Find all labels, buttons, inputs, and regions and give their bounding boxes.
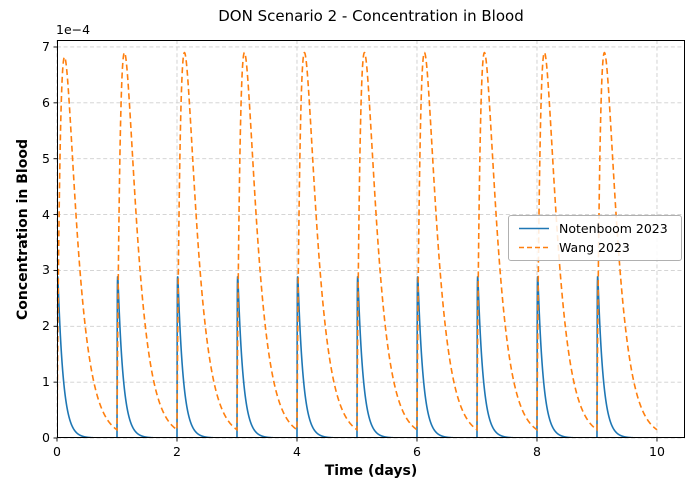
y-tick-label: 2 bbox=[42, 318, 50, 333]
legend-entry-notenboom: Notenboom 2023 bbox=[518, 221, 672, 236]
y-axis-label: Concentration in Blood bbox=[15, 139, 31, 320]
legend-line-sample-solid bbox=[519, 228, 549, 230]
x-tick-label: 10 bbox=[649, 444, 665, 459]
x-tick-label: 0 bbox=[53, 444, 61, 459]
y-tick-label: 5 bbox=[42, 151, 50, 166]
legend-label: Notenboom 2023 bbox=[559, 221, 668, 237]
legend: Notenboom 2023 Wang 2023 bbox=[508, 215, 682, 261]
y-tick-label: 0 bbox=[42, 430, 50, 445]
notenboom-2023-line bbox=[57, 276, 657, 438]
legend-label: Wang 2023 bbox=[559, 239, 630, 255]
y-tick-label: 4 bbox=[42, 207, 50, 222]
tick-marks bbox=[53, 46, 658, 442]
y-tick-label: 6 bbox=[42, 95, 50, 110]
x-tick-label: 2 bbox=[173, 444, 181, 459]
x-tick-label: 4 bbox=[293, 444, 301, 459]
y-tick-label: 1 bbox=[42, 374, 50, 389]
axes-spines bbox=[57, 40, 685, 438]
x-axis-label: Time (days) bbox=[324, 463, 418, 479]
x-tick-label: 6 bbox=[413, 444, 421, 459]
x-tick-label: 8 bbox=[533, 444, 541, 459]
y-tick-label: 3 bbox=[42, 262, 50, 277]
legend-entry-wang: Wang 2023 bbox=[518, 240, 672, 255]
legend-line-sample-dashed bbox=[519, 246, 549, 248]
chart-title: DON Scenario 2 - Concentration in Blood bbox=[218, 7, 524, 25]
y-tick-label: 7 bbox=[42, 39, 50, 54]
y-axis-offset-label: 1e−4 bbox=[56, 22, 91, 37]
